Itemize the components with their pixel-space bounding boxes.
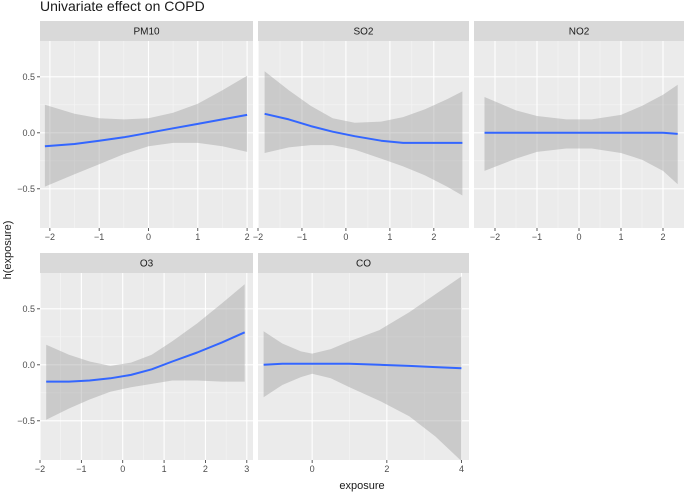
x-tick-label: 0 (146, 232, 151, 242)
smooth-line-pm10 (44, 113, 248, 148)
x-tick-label: −1 (76, 464, 86, 474)
strip-o3 (40, 253, 253, 273)
y-tick-label: −0.5 (17, 184, 35, 194)
panel-pm10: PM10 −2 −1 0 1 2 −0.5 0.0 0.5 (17, 21, 253, 242)
chart-title: Univariate effect on COPD (40, 0, 205, 14)
smooth-line-co (263, 362, 462, 370)
panel-so2: SO2 −2 −1 0 1 2 (253, 21, 469, 242)
strip-label-so2: SO2 (353, 27, 373, 38)
x-tick-label: 0 (120, 464, 125, 474)
confidence-band-o3 (46, 284, 245, 420)
x-tick-label: 2 (203, 464, 208, 474)
smooth-line-o3 (46, 331, 246, 383)
x-tick-label: −1 (94, 232, 104, 242)
x-tick-label: 2 (384, 464, 389, 474)
x-tick-label: −1 (532, 232, 542, 242)
x-tick-label: 1 (162, 464, 167, 474)
y-tick-label: 0.0 (22, 360, 35, 370)
x-tick-label: −2 (45, 232, 55, 242)
x-tick-label: 2 (660, 232, 665, 242)
smooth-line-no2 (484, 131, 678, 135)
x-tick-label: 1 (387, 232, 392, 242)
y-tick-label: 0.0 (22, 128, 35, 138)
confidence-band-pm10 (44, 75, 248, 187)
strip-label-o3: O3 (140, 259, 154, 270)
x-tick-label: −2 (253, 232, 263, 242)
strip-label-no2: NO2 (569, 27, 590, 38)
x-tick-label: 4 (459, 464, 464, 474)
smooth-line-so2 (264, 112, 463, 144)
strip-label-co: CO (356, 259, 371, 270)
panel-background-o3 (40, 273, 253, 460)
x-tick-label: 0 (310, 464, 315, 474)
strip-so2 (258, 21, 469, 41)
y-axis-title: h(exposure) (2, 221, 14, 280)
x-tick-label: 3 (244, 464, 249, 474)
strip-no2 (474, 21, 684, 41)
x-tick-label: 1 (195, 232, 200, 242)
x-axis-title: exposure (339, 480, 384, 492)
strip-co (258, 253, 469, 273)
confidence-band-co (263, 276, 462, 462)
x-tick-label: 2 (245, 232, 250, 242)
x-tick-label: 2 (431, 232, 436, 242)
panel-background-pm10 (40, 41, 253, 228)
x-tick-label: 0 (576, 232, 581, 242)
confidence-band-no2 (484, 84, 678, 185)
y-tick-label: 0.5 (22, 72, 35, 82)
y-tick-label: 0.5 (22, 304, 35, 314)
x-tick-label: −1 (297, 232, 307, 242)
x-tick-label: −2 (35, 464, 45, 474)
panel-o3: O3 −2 −1 0 1 2 3 −0.5 0.0 0.5 (17, 253, 253, 474)
x-tick-label: 0 (343, 232, 348, 242)
x-tick-label: −2 (490, 232, 500, 242)
panel-no2: NO2 −2 −1 0 1 2 (474, 21, 684, 242)
strip-pm10 (40, 21, 253, 41)
strip-label-pm10: PM10 (133, 27, 160, 38)
y-tick-label: −0.5 (17, 416, 35, 426)
panel-co: CO 0 2 4 (258, 253, 469, 474)
confidence-band-so2 (264, 71, 463, 196)
x-tick-label: 1 (618, 232, 623, 242)
